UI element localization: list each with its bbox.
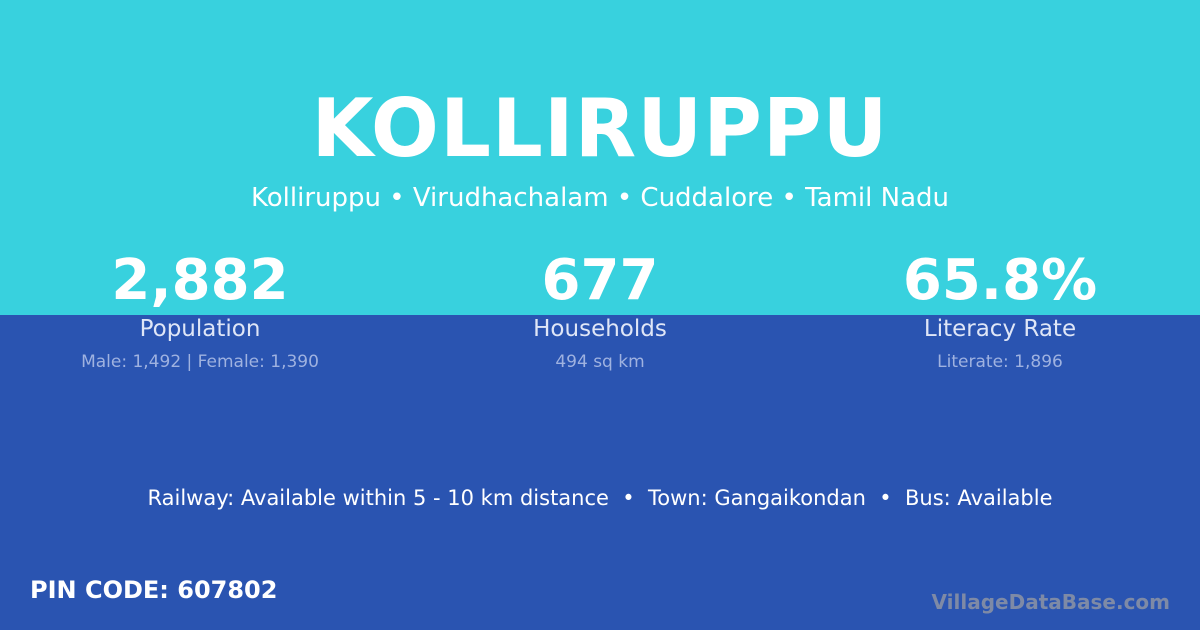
- stat-value: 677: [541, 248, 659, 313]
- stat-literacy: 65.8% Literacy Rate Literate: 1,896: [800, 248, 1200, 373]
- stat-households: 677 Households 494 sq km: [400, 248, 800, 373]
- connectivity-info: Railway: Available within 5 - 10 km dist…: [147, 486, 1053, 510]
- stat-label: Households: [533, 316, 667, 342]
- stat-detail: 494 sq km: [555, 352, 645, 372]
- stat-detail: Literate: 1,896: [937, 352, 1063, 372]
- stat-detail: Male: 1,492 | Female: 1,390: [81, 352, 319, 372]
- location-breadcrumb: Kolliruppu • Virudhachalam • Cuddalore •…: [250, 183, 950, 213]
- brand-watermark: VillageDataBase.com: [931, 590, 1170, 614]
- village-title: KOLLIRUPPU: [311, 82, 889, 175]
- stat-label: Population: [139, 316, 261, 342]
- stat-population: 2,882 Population Male: 1,492 | Female: 1…: [0, 248, 400, 373]
- stat-value: 2,882: [111, 248, 289, 313]
- stat-label: Literacy Rate: [923, 316, 1077, 342]
- stat-value: 65.8%: [902, 248, 1098, 313]
- pin-code: PIN CODE: 607802: [30, 576, 278, 604]
- header-band: [0, 0, 1200, 315]
